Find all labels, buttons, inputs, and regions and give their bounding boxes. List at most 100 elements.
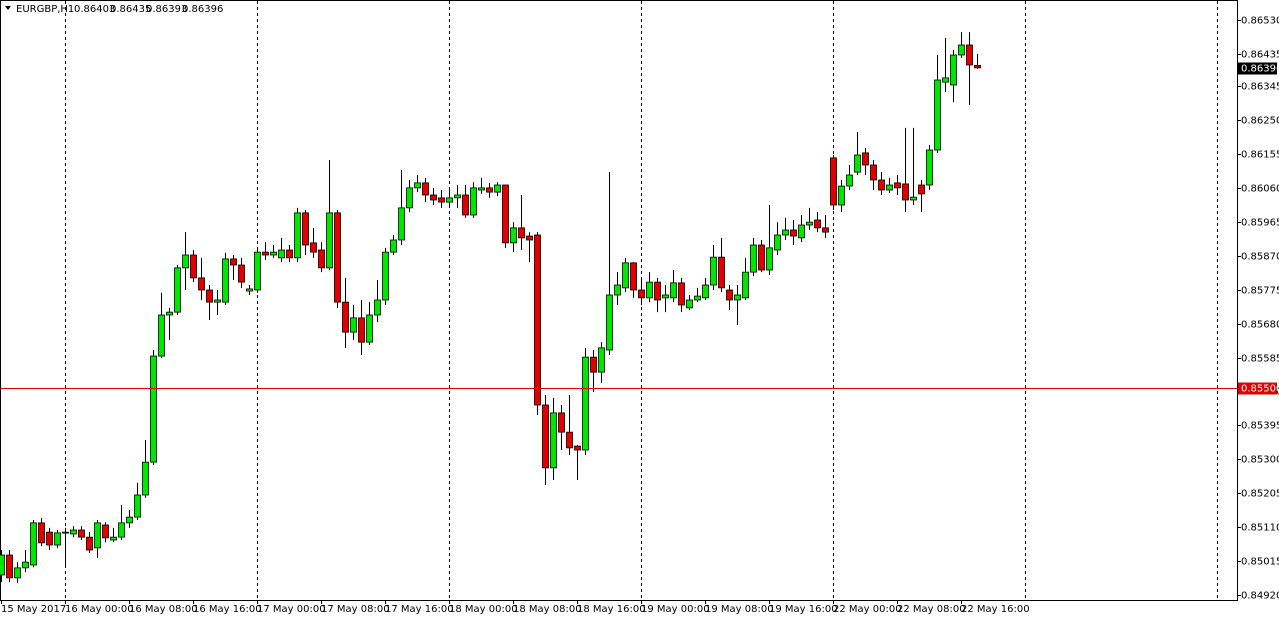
x-tick-label: 18 May 08:00 — [513, 604, 582, 615]
candle-body — [182, 254, 189, 269]
candle-body — [774, 234, 781, 251]
candle-body — [22, 561, 29, 569]
x-tick-label: 17 May 00:00 — [257, 604, 326, 615]
candle-body — [374, 299, 381, 316]
candle-body — [742, 271, 749, 299]
candle-body — [230, 258, 237, 266]
candle-body — [838, 185, 845, 206]
candle-body — [102, 524, 109, 539]
candle-body — [918, 184, 925, 195]
candle-body — [382, 251, 389, 301]
candle-body — [318, 249, 325, 269]
y-tick-label: 0.85585 — [1241, 354, 1279, 365]
candle-body — [926, 149, 933, 186]
candle-body — [894, 182, 901, 189]
candle-body — [30, 522, 37, 566]
candle-body — [502, 184, 509, 244]
candle-body — [638, 289, 645, 299]
candle-body — [878, 179, 885, 191]
y-tick-label: 0.86060 — [1241, 184, 1279, 195]
x-tick-label: 17 May 16:00 — [385, 604, 454, 615]
candle-body — [758, 244, 765, 271]
y-tick-label: 0.85205 — [1241, 489, 1279, 500]
candle-body — [278, 249, 285, 259]
y-tick-label: 0.86345 — [1241, 82, 1279, 93]
candle-body — [478, 187, 485, 191]
x-tick-label: 16 May 00:00 — [65, 604, 134, 615]
candle-body — [870, 164, 877, 181]
candle-body — [526, 235, 533, 241]
price-label: 0.86396 — [1241, 64, 1279, 75]
plot-frame — [0, 0, 1238, 601]
candle-body — [790, 229, 797, 237]
candle-body — [550, 412, 557, 469]
candle-body — [646, 281, 653, 299]
level-label-box — [1238, 382, 1277, 395]
candle-body — [518, 227, 525, 239]
candle-body — [110, 536, 117, 541]
candle-body — [430, 194, 437, 201]
candle-body — [190, 254, 197, 279]
candle-body — [358, 317, 365, 343]
candle-body — [294, 212, 301, 259]
y-tick-label: 0.85300 — [1241, 455, 1279, 466]
y-tick-label: 0.85775 — [1241, 286, 1279, 297]
candle-body — [262, 251, 269, 256]
candle-body — [158, 314, 165, 357]
candle-body — [950, 54, 957, 86]
x-tick-label: 15 May 2017 — [1, 604, 66, 615]
candle-body — [366, 314, 373, 343]
candle-body — [630, 262, 637, 291]
candle-body — [966, 44, 973, 66]
candle-body — [150, 355, 157, 463]
candle-body — [726, 289, 733, 301]
candle-body — [942, 77, 949, 83]
candle-body — [846, 174, 853, 187]
candle-body — [0, 554, 5, 576]
x-tick-label: 22 May 16:00 — [961, 604, 1030, 615]
candle-body — [606, 294, 613, 351]
candle-body — [286, 249, 293, 259]
candle-body — [510, 227, 517, 244]
symbol-title: EURGBP,H1 — [16, 4, 74, 15]
candle-body — [126, 516, 133, 524]
candle-body — [214, 299, 221, 303]
candle-body — [350, 317, 357, 333]
candle-body — [398, 207, 405, 241]
header-open: 0.86403 — [74, 4, 115, 15]
candle-body — [582, 356, 589, 451]
candle-body — [438, 197, 445, 203]
candle-body — [566, 431, 573, 449]
candle-body — [78, 529, 85, 538]
y-tick-label: 0.85680 — [1241, 320, 1279, 331]
x-tick-label: 19 May 16:00 — [769, 604, 838, 615]
candle-body — [62, 531, 69, 534]
candle-body — [6, 554, 13, 579]
y-tick-label: 0.86435 — [1241, 50, 1279, 61]
menu-arrow[interactable] — [5, 6, 11, 10]
candle-body — [390, 239, 397, 253]
candle-body — [494, 184, 501, 193]
candle-body — [70, 529, 77, 535]
y-tick-label: 0.84920 — [1241, 591, 1279, 602]
candle-body — [462, 194, 469, 216]
x-tick-label: 18 May 00:00 — [449, 604, 518, 615]
y-tick-label: 0.86530 — [1241, 16, 1279, 27]
candle-body — [422, 182, 429, 196]
candle-body — [246, 288, 253, 292]
x-tick-label: 16 May 16:00 — [193, 604, 262, 615]
candle-body — [38, 522, 45, 544]
price-label-box — [1238, 62, 1277, 75]
candle-body — [54, 532, 61, 546]
y-tick-label: 0.86155 — [1241, 150, 1279, 161]
candle-body — [334, 212, 341, 303]
candle-body — [702, 284, 709, 299]
candle-body — [686, 299, 693, 309]
candle-body — [614, 284, 621, 296]
candle-body — [662, 294, 669, 299]
candle-body — [254, 251, 261, 291]
candle-body — [206, 289, 213, 303]
candle-body — [46, 531, 53, 546]
candle-body — [166, 311, 173, 316]
